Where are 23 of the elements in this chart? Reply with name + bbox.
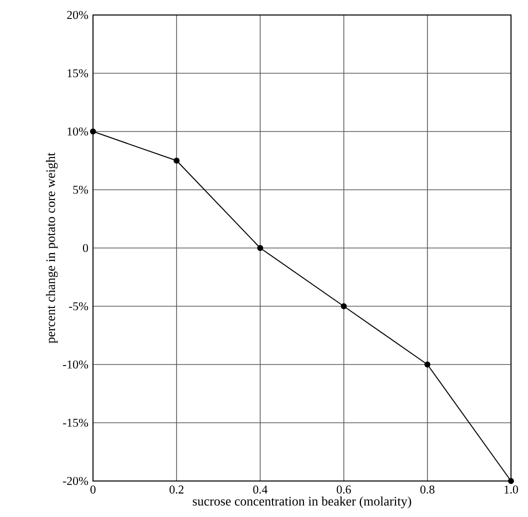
point bbox=[257, 245, 264, 251]
point bbox=[174, 158, 180, 164]
point bbox=[424, 362, 430, 368]
y-axis-title: percent change in potato core weight bbox=[46, 152, 58, 344]
x-tick-label: 0.6 bbox=[336, 486, 351, 494]
x-tick-label: 1.0 bbox=[504, 486, 518, 494]
x-tick-label: 0 bbox=[90, 486, 96, 494]
y-tick-label: -20% bbox=[63, 476, 88, 486]
x-tick-label: 0.8 bbox=[420, 486, 434, 494]
x-axis-title: sucrose concentration in beaker (molarity) bbox=[192, 496, 412, 508]
y-tick-label: -5% bbox=[69, 302, 88, 310]
y-tick-label: -15% bbox=[63, 418, 88, 427]
point bbox=[90, 128, 96, 134]
point bbox=[340, 303, 347, 310]
y-tick-label: 15% bbox=[68, 69, 88, 78]
y-tick-label: 20% bbox=[67, 10, 88, 20]
x-tick-label: 0.2 bbox=[170, 486, 184, 494]
point bbox=[508, 478, 514, 484]
y-tick-label: 5% bbox=[73, 186, 88, 194]
x-tick-label: 0.4 bbox=[253, 486, 268, 494]
y-tick-label: 0 bbox=[82, 244, 88, 252]
y-tick-label: 10% bbox=[68, 127, 88, 136]
y-tick-label: -10% bbox=[63, 360, 88, 369]
